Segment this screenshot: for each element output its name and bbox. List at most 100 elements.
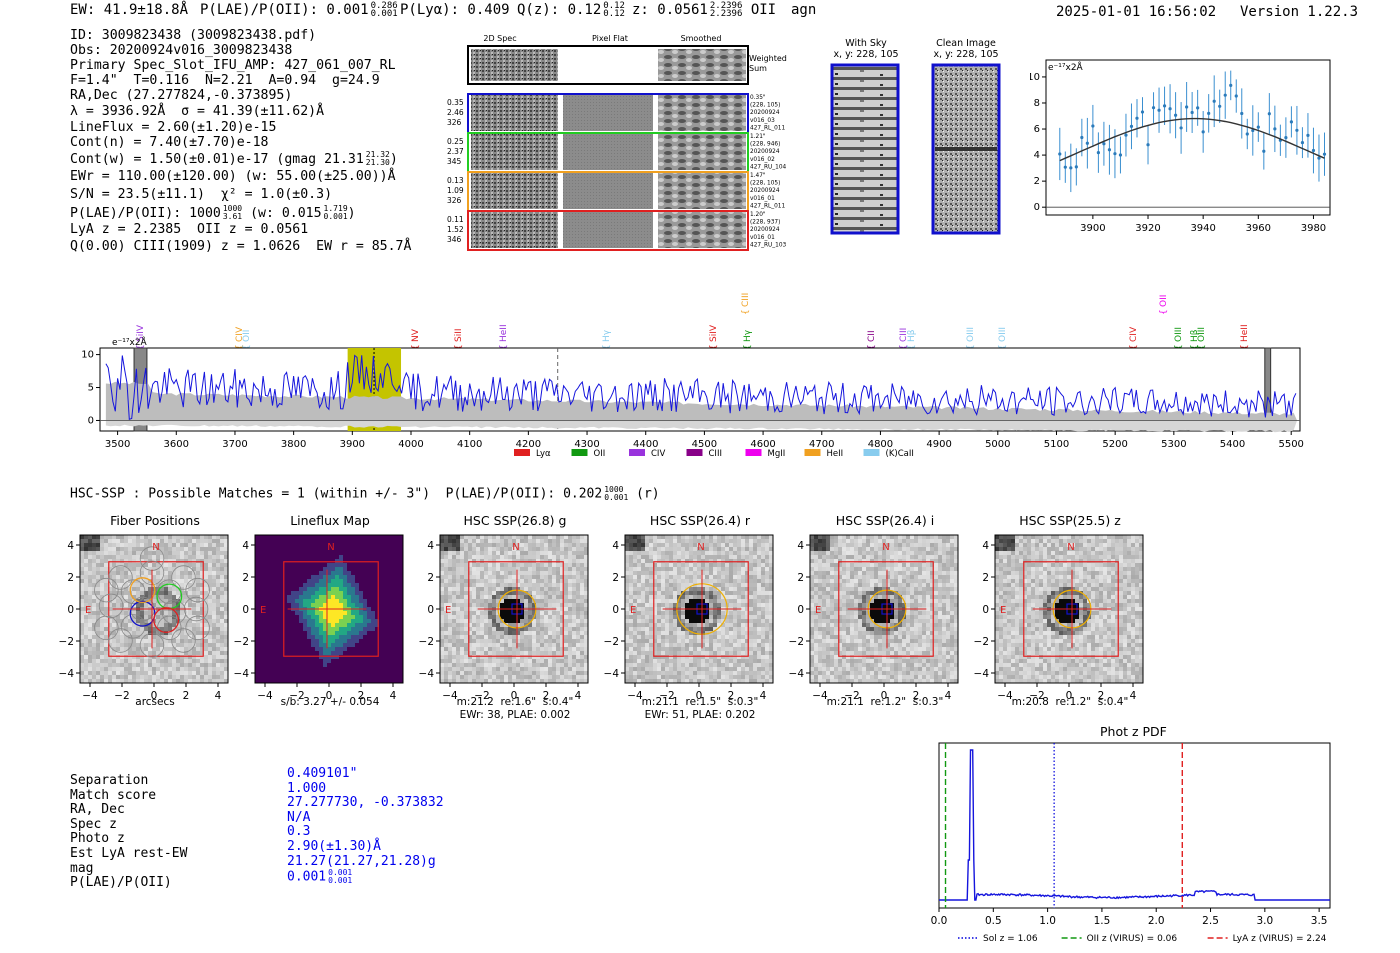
zoom-point — [1306, 133, 1310, 137]
hsc-panel-caption: m:21.2 re:1.6" s:0.4" — [456, 696, 574, 708]
hsc-pixels — [625, 535, 774, 684]
fiber-circle — [171, 565, 196, 590]
cutout-row-c: 345 — [447, 157, 462, 166]
header-plae: P(LAE)/P(OII): 0.001 0.286 0.001 — [200, 1, 398, 19]
spectrum-xtick-label: 5300 — [1161, 439, 1186, 450]
hsc-ytick-label: −2 — [974, 636, 989, 648]
hsc-xtick-label: 4 — [945, 690, 952, 702]
hsc-xtick-label: 4 — [575, 690, 582, 702]
photz-xtick-label: 3.5 — [1311, 915, 1328, 927]
hsc-xtick-label: −2 — [659, 690, 674, 702]
info-radec: RA,Dec (27.277824,-0.373895) — [70, 88, 293, 103]
zoom-ytick-label: 6 — [1034, 124, 1040, 135]
zoom-point — [1207, 111, 1211, 115]
emission-line-bracket: { — [136, 344, 146, 350]
zoom-point — [1223, 93, 1227, 97]
col-smoothed-label: Smoothed — [681, 34, 722, 43]
photz-xtick-label: 1.0 — [1039, 915, 1056, 927]
header-ew: EW: 41.9±18.8Å — [70, 2, 189, 18]
weighted-sum-frame — [467, 45, 749, 85]
cutout-2d — [471, 212, 558, 248]
emission-line-bracket: { — [741, 309, 751, 315]
emission-line-bracket: { — [1129, 344, 1139, 350]
fiber-circle — [120, 579, 146, 604]
hsc-ytick-label: −4 — [789, 668, 805, 680]
hsc-panel: HSC SSP(26.4) r N E 4 2 0 −2 −4 −4 −2 0 2 4 m:21.1 re… — [595, 510, 785, 725]
emission-line-label: OII — [1159, 295, 1169, 307]
cutout-row-info: 1.20" — [750, 212, 766, 218]
cutout-2d — [471, 134, 558, 170]
hsc-xtick-label: 2 — [543, 690, 550, 702]
zoom-point — [1129, 124, 1134, 128]
hsc-aperture-box — [468, 561, 564, 657]
cutout-row-frame — [467, 210, 749, 251]
zoom-unit-label: e⁻¹⁷x2Å — [1048, 61, 1084, 73]
hsc-xtick-label: 2 — [183, 690, 190, 702]
spectrum-xtick-label: 4300 — [574, 439, 599, 450]
legend-swatch — [686, 449, 703, 456]
emission-line-bracket: { — [907, 344, 917, 350]
emission-line-bracket: { — [867, 344, 877, 350]
photz-legend-label: OII z (VIRUS) = 0.06 — [1087, 934, 1178, 944]
info-lya-z: LyA z = 2.2385 OII z = 0.0561 — [70, 222, 309, 237]
hsc-xtick-label: −2 — [289, 690, 304, 702]
hsc-xtick-label: 4 — [1130, 690, 1137, 702]
spectrum-xtick-label: 3900 — [340, 439, 365, 450]
legend-swatch — [863, 449, 880, 456]
cutout-flat — [563, 212, 653, 248]
match-value: 0.3 — [287, 824, 311, 840]
legend-label: OII — [594, 449, 606, 459]
zoom-ytick-label: 4 — [1034, 150, 1040, 161]
cutout-flat — [563, 95, 653, 131]
sum-label: Sum — [749, 64, 767, 73]
hsc-ytick-label: −2 — [604, 636, 619, 648]
emission-line-bracket: { — [899, 344, 909, 350]
zoom-point — [1273, 127, 1277, 131]
zoom-point — [1196, 106, 1200, 110]
hsc-xtick-label: 4 — [760, 690, 767, 702]
emission-line-label: Hβ — [907, 329, 917, 342]
photz-title: Phot z PDF — [1100, 724, 1167, 739]
spectrum-xtick-label: 3600 — [164, 439, 189, 450]
hsc-panel-image: N E 4 2 0 −2 −4 −4 −2 0 2 4 — [974, 534, 1144, 702]
info-lineflux: LineFlux = 2.60(±1.20)e-15 — [70, 120, 277, 135]
error-band — [105, 381, 1298, 421]
cutout-row-info: 427_RU_104 — [750, 164, 787, 170]
zoom-point — [1113, 152, 1117, 156]
zoom-point — [1234, 94, 1238, 98]
masked-region-right — [1264, 347, 1272, 432]
photz-pdf-line — [939, 749, 1330, 901]
emission-line-label: OIII — [1174, 327, 1184, 342]
match-label: Est LyA rest-EW — [70, 845, 188, 861]
fiber-circle — [185, 615, 210, 641]
spectrum-xtick-label: 4100 — [457, 439, 482, 450]
hsc-panel-image: N E 4 2 0 −2 −4 −4 −2 0 2 4 — [59, 534, 229, 702]
cutout-row-info: 20200924 — [750, 149, 780, 155]
spectrum-xtick-label: 4400 — [633, 439, 658, 450]
cutout-row-a: 0.35 — [447, 98, 464, 107]
emission-line-label: CIV — [235, 326, 245, 342]
hsc-xtick-label: 0 — [511, 690, 518, 702]
match-value: 1.000 — [287, 780, 327, 796]
col-pixel-flat-label: Pixel Flat — [592, 34, 628, 43]
hsc-panel-caption-2: EWr: 51, PLAE: 0.202 — [644, 709, 756, 721]
match-value: 0.001 0.001 0.001 — [287, 868, 353, 886]
zoom-xtick-label: 3920 — [1135, 223, 1160, 234]
match-label: Spec z — [70, 816, 117, 832]
spectrum-xtick-label: 4200 — [516, 439, 541, 450]
hsc-ytick-label: 4 — [427, 540, 434, 552]
cutout-2d — [471, 95, 558, 131]
emission-line-label: HeII — [1240, 324, 1250, 342]
hsc-ytick-label: 0 — [427, 604, 434, 616]
match-value: 2.90(±1.30)Å — [287, 838, 381, 854]
cutout-row-c: 346 — [447, 235, 462, 244]
spectrum-xtick-label: 4700 — [809, 439, 834, 450]
zoom-point — [1124, 133, 1128, 137]
zoom-point — [1118, 153, 1123, 157]
zoom-point — [1284, 135, 1288, 140]
hsc-xtick-label: 4 — [215, 690, 222, 702]
hsc-panel-image: N E 4 2 0 −2 −4 −4 −2 0 2 4 — [234, 534, 404, 702]
